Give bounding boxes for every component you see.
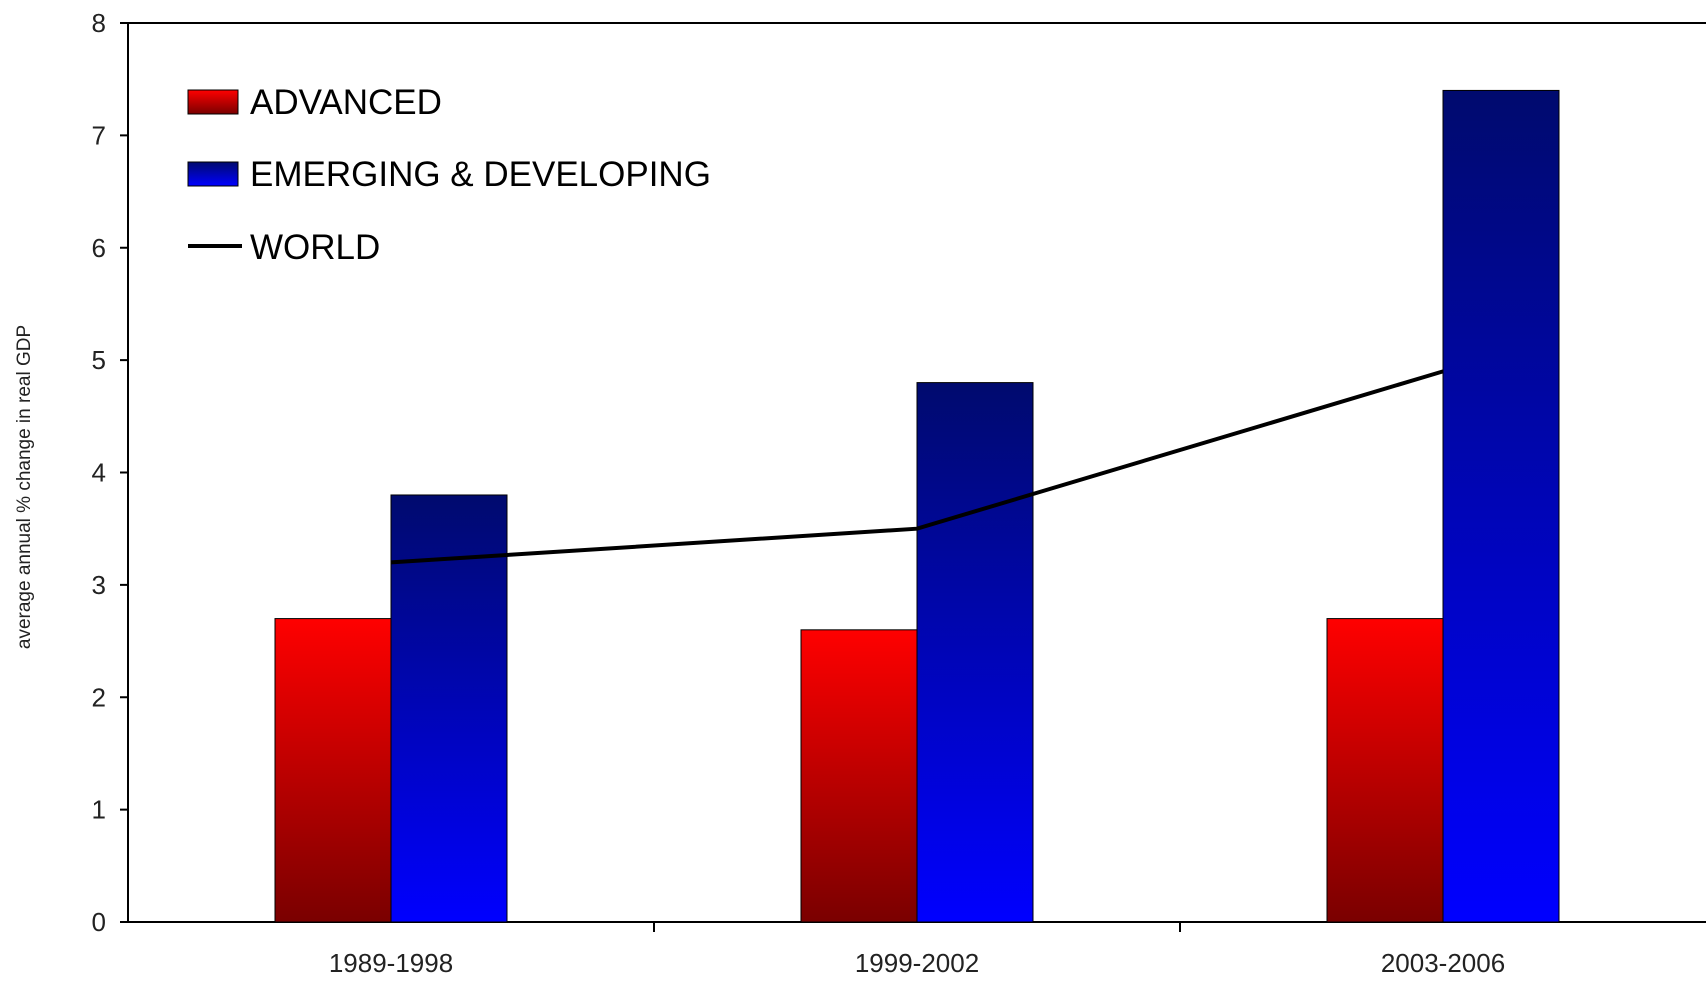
x-axis-ticks: 1989-1998 1999-2002 2003-2006	[329, 922, 1505, 978]
bar-emerging	[917, 383, 1033, 922]
legend-swatch-advanced	[188, 90, 238, 114]
x-tick-label: 1989-1998	[329, 948, 453, 978]
y-tick-label: 3	[92, 570, 106, 600]
x-tick-label: 1999-2002	[855, 948, 979, 978]
bar-advanced	[801, 630, 917, 922]
y-axis-label: average annual % change in real GDP	[14, 325, 35, 649]
x-tick-label: 2003-2006	[1381, 948, 1505, 978]
legend: ADVANCED EMERGING & DEVELOPING WORLD	[188, 83, 711, 267]
y-tick-label: 6	[92, 233, 106, 263]
legend-label-world: WORLD	[250, 228, 380, 267]
bar-advanced	[275, 619, 391, 922]
bar-emerging	[1443, 90, 1559, 922]
legend-label-advanced: ADVANCED	[250, 83, 442, 122]
y-tick-label: 2	[92, 682, 106, 712]
y-tick-label: 0	[92, 907, 106, 937]
y-tick-label: 7	[92, 120, 106, 150]
y-tick-label: 5	[92, 345, 106, 375]
y-tick-label: 1	[92, 795, 106, 825]
y-tick-label: 4	[92, 458, 106, 488]
bars	[275, 90, 1559, 922]
legend-swatch-emerging	[188, 162, 238, 186]
y-axis-ticks: 0 1 2 3 4 5 6 7 8	[92, 8, 128, 937]
legend-label-emerging: EMERGING & DEVELOPING	[250, 155, 711, 194]
bar-advanced	[1327, 619, 1443, 922]
y-tick-label: 8	[92, 8, 106, 38]
